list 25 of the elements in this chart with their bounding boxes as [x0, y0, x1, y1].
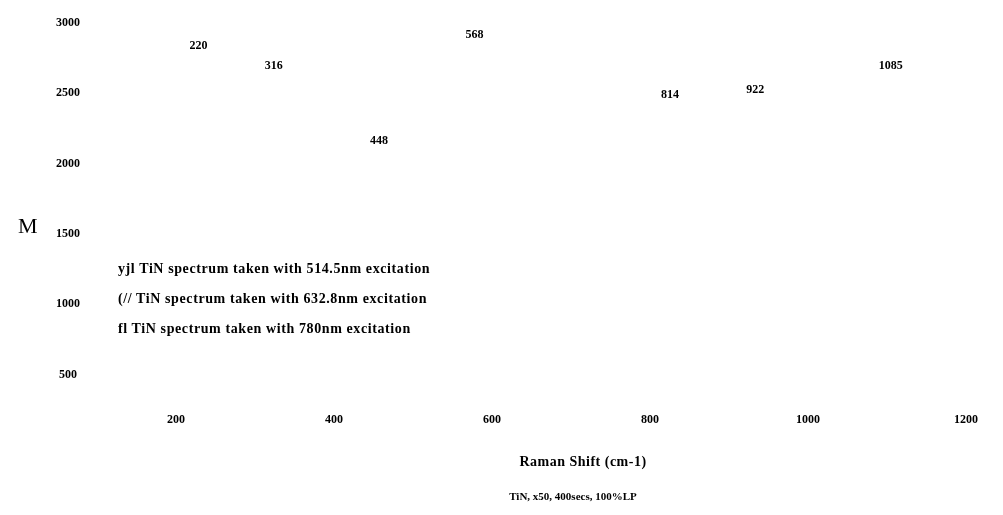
x-tick-label: 200 [167, 412, 185, 426]
annotation: 814 [660, 86, 679, 101]
annotation: 316 [264, 58, 283, 73]
annotation: 922 [746, 81, 765, 96]
x-tick-label: 1000 [796, 412, 820, 426]
x-tick-label: 400 [325, 412, 343, 426]
y-tick-label: 2000 [56, 155, 80, 170]
annotation: 448 [370, 133, 389, 148]
y-tick-label: 500 [59, 366, 77, 381]
y-tick-label: 1500 [56, 225, 80, 240]
y-axis-title: M [18, 213, 38, 238]
text: TiN, x50, 400secs, 100%LP [509, 490, 638, 502]
x-tick-label: 600 [483, 412, 501, 426]
annotation: 1085 [878, 58, 903, 73]
annotation: (// TiN spectrum taken with 632.8nm excitation [118, 291, 428, 307]
annotation: fl TiN spectrum taken with 780nm excitation [118, 321, 411, 336]
y-tick-label: 3000 [56, 14, 80, 29]
annotation: 220 [189, 37, 208, 52]
x-tick-label: 800 [641, 412, 659, 426]
annotation: yjl TiN spectrum taken with 514.5nm excitation [118, 261, 431, 276]
x-axis-title: Raman Shift (cm-1) [519, 454, 647, 470]
x-tick-label: 1200 [954, 412, 978, 426]
y-tick-label: 2500 [56, 85, 80, 100]
annotation: 568 [465, 27, 484, 42]
y-tick-label: 1000 [56, 296, 80, 311]
